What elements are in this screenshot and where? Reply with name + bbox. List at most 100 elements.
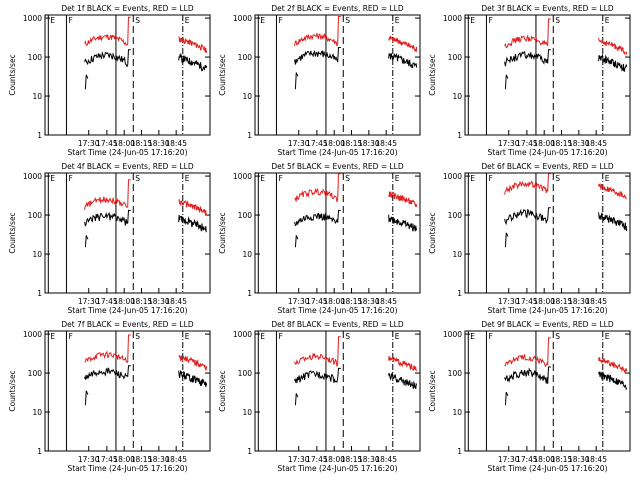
chart-title: Det 5f BLACK = Events, RED = LLD bbox=[271, 162, 404, 171]
series-black-events bbox=[178, 53, 208, 72]
y-tick-label: 1 bbox=[457, 131, 462, 140]
event-marker-label: E bbox=[185, 332, 190, 341]
series-red-lld bbox=[388, 34, 418, 52]
x-tick-label: 18:15 bbox=[551, 139, 573, 148]
y-axis-label: Counts/sec bbox=[218, 54, 227, 95]
event-marker-label: E bbox=[260, 16, 265, 25]
plot-frame bbox=[44, 330, 211, 452]
series-black-events bbox=[84, 209, 131, 227]
event-marker-label: F bbox=[68, 16, 72, 25]
series-red-lld bbox=[598, 183, 627, 200]
plot-frame bbox=[254, 330, 421, 452]
y-tick-label: 1000 bbox=[443, 172, 462, 181]
x-tick-label: 18:00 bbox=[113, 297, 135, 306]
chart-title: Det 6f BLACK = Events, RED = LLD bbox=[481, 162, 614, 171]
chart-panel-8: Det 8f BLACK = Events, RED = LLD 1 10 100 10… bbox=[218, 320, 421, 473]
event-marker-label: F bbox=[278, 16, 282, 25]
chart-panel-2: Det 2f BLACK = Events, RED = LLD 1 10 100 10… bbox=[218, 4, 421, 157]
chart-title: Det 7f BLACK = Events, RED = LLD bbox=[61, 320, 194, 329]
series-black-events bbox=[504, 207, 551, 226]
x-tick-label: 18:15 bbox=[131, 297, 153, 306]
x-tick-label: 18:45 bbox=[585, 139, 607, 148]
series-black-events bbox=[504, 232, 509, 248]
y-tick-label: 1000 bbox=[233, 14, 252, 23]
x-tick-label: 17:30 bbox=[78, 455, 100, 464]
chart-title: Det 8f BLACK = Events, RED = LLD bbox=[271, 320, 404, 329]
x-tick-label: 17:45 bbox=[306, 297, 328, 306]
series-black-events bbox=[598, 53, 628, 72]
series-red-lld bbox=[504, 173, 551, 195]
event-marker-label: E bbox=[395, 174, 400, 183]
y-tick-label: 100 bbox=[28, 211, 43, 220]
x-tick-label: 18:15 bbox=[551, 455, 573, 464]
y-tick-label: 100 bbox=[238, 53, 253, 62]
chart-panel-9: Det 9f BLACK = Events, RED = LLD 1 10 100 10… bbox=[428, 320, 631, 473]
plot-frame bbox=[254, 172, 421, 294]
y-tick-label: 10 bbox=[32, 92, 42, 101]
x-tick-label: 18:15 bbox=[131, 139, 153, 148]
event-marker-label: F bbox=[278, 332, 282, 341]
y-axis-label: Counts/sec bbox=[8, 212, 17, 253]
x-tick-label: 18:30 bbox=[148, 297, 170, 306]
chart-title: Det 2f BLACK = Events, RED = LLD bbox=[271, 4, 404, 13]
series-red-lld bbox=[388, 191, 418, 208]
chart-title: Det 4f BLACK = Events, RED = LLD bbox=[61, 162, 194, 171]
x-tick-label: 17:45 bbox=[96, 297, 118, 306]
event-marker-label: S bbox=[135, 16, 140, 25]
x-tick-label: 18:30 bbox=[568, 455, 590, 464]
x-tick-label: 17:30 bbox=[78, 297, 100, 306]
y-tick-label: 1000 bbox=[233, 330, 252, 339]
chart-panel-4: Det 4f BLACK = Events, RED = LLD 1 10 100 10… bbox=[8, 162, 211, 315]
y-tick-label: 1 bbox=[457, 447, 462, 456]
event-marker-label: S bbox=[345, 16, 350, 25]
y-axis-label: Counts/sec bbox=[218, 212, 227, 253]
event-marker-label: E bbox=[260, 332, 265, 341]
y-axis-label: Counts/sec bbox=[428, 212, 437, 253]
x-tick-label: 17:30 bbox=[288, 139, 310, 148]
event-marker-label: F bbox=[68, 332, 72, 341]
x-tick-label: 18:45 bbox=[165, 139, 187, 148]
series-red-lld bbox=[84, 334, 131, 364]
event-marker-label: S bbox=[555, 174, 560, 183]
x-tick-label: 18:30 bbox=[358, 139, 380, 148]
event-marker-label: S bbox=[555, 16, 560, 25]
x-tick-label: 17:30 bbox=[498, 297, 520, 306]
y-tick-label: 100 bbox=[448, 53, 463, 62]
chart-panel-5: Det 5f BLACK = Events, RED = LLD 1 10 100 10… bbox=[218, 162, 421, 315]
series-black-events bbox=[294, 209, 341, 227]
series-red-lld bbox=[178, 198, 208, 216]
x-tick-label: 18:30 bbox=[358, 455, 380, 464]
event-marker-label: E bbox=[50, 332, 55, 341]
series-black-events bbox=[294, 235, 299, 248]
y-tick-label: 10 bbox=[242, 92, 252, 101]
y-tick-label: 100 bbox=[448, 211, 463, 220]
series-red-lld bbox=[598, 37, 628, 56]
y-tick-label: 1000 bbox=[443, 330, 462, 339]
y-tick-label: 10 bbox=[452, 92, 462, 101]
event-marker-label: E bbox=[50, 16, 55, 25]
event-marker-label: S bbox=[345, 174, 350, 183]
x-tick-label: 18:30 bbox=[148, 455, 170, 464]
x-tick-label: 17:45 bbox=[96, 455, 118, 464]
series-black-events bbox=[598, 370, 628, 391]
series-black-events bbox=[294, 72, 299, 90]
x-tick-label: 18:00 bbox=[113, 139, 135, 148]
y-axis-label: Counts/sec bbox=[428, 54, 437, 95]
y-tick-label: 10 bbox=[242, 250, 252, 259]
series-red-lld bbox=[294, 16, 341, 47]
x-axis-label: Start Time (24-Jun-05 17:16:20) bbox=[488, 306, 608, 315]
plot-frame bbox=[44, 172, 211, 294]
series-black-events bbox=[504, 74, 509, 90]
chart-title: Det 9f BLACK = Events, RED = LLD bbox=[481, 320, 614, 329]
plot-frame bbox=[254, 14, 421, 136]
x-axis-label: Start Time (24-Jun-05 17:16:20) bbox=[488, 148, 608, 157]
y-axis-label: Counts/sec bbox=[8, 370, 17, 411]
event-marker-label: E bbox=[605, 174, 610, 183]
series-black-events bbox=[84, 74, 89, 90]
y-tick-label: 1 bbox=[247, 131, 252, 140]
x-tick-label: 17:30 bbox=[498, 139, 520, 148]
series-black-events bbox=[178, 214, 207, 233]
x-tick-label: 18:15 bbox=[131, 455, 153, 464]
series-red-lld bbox=[504, 337, 551, 368]
